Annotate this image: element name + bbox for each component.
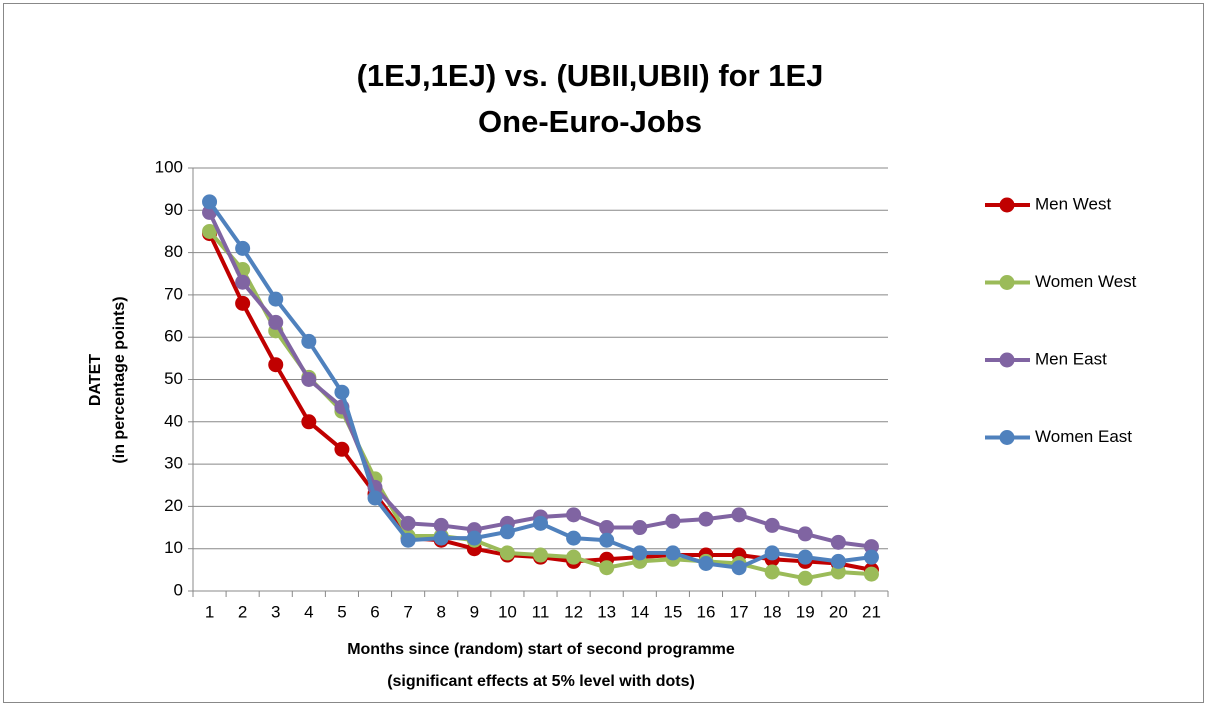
x-tick-label: 2 (238, 602, 247, 621)
data-point (731, 507, 747, 523)
data-point (268, 291, 284, 307)
data-point (334, 384, 350, 400)
y-tick-label: 20 (164, 496, 183, 515)
x-tick-label: 3 (271, 602, 280, 621)
data-point (400, 515, 416, 531)
data-point (863, 549, 879, 565)
data-point (599, 532, 615, 548)
x-tick-label: 7 (403, 602, 412, 621)
chart-border (3, 3, 1204, 703)
data-point (400, 532, 416, 548)
legend-marker (999, 275, 1015, 290)
data-point (268, 357, 284, 373)
x-tick-label: 21 (862, 602, 881, 621)
data-point (268, 314, 284, 330)
data-point (499, 545, 515, 561)
data-point (830, 553, 846, 569)
y-tick-label: 100 (155, 157, 183, 176)
legend-marker (999, 430, 1015, 445)
legend-label: Women East (1035, 427, 1132, 446)
data-point (566, 507, 582, 523)
data-point (797, 549, 813, 565)
data-point (665, 513, 681, 529)
x-axis-title: (significant effects at 5% level with do… (387, 673, 695, 690)
data-point (235, 274, 251, 290)
x-tick-label: 16 (697, 602, 716, 621)
data-point (764, 517, 780, 533)
y-tick-label: 80 (164, 242, 183, 261)
x-axis-title: Months since (random) start of second pr… (347, 641, 735, 658)
y-tick-label: 60 (164, 327, 183, 346)
x-tick-label: 20 (829, 602, 848, 621)
x-tick-label: 5 (337, 602, 346, 621)
x-tick-label: 13 (597, 602, 616, 621)
data-point (301, 372, 317, 387)
x-tick-label: 17 (730, 602, 749, 621)
data-point (797, 526, 813, 542)
x-tick-label: 8 (436, 602, 445, 621)
data-point (367, 490, 383, 506)
data-point (301, 333, 317, 349)
y-axis-title: DATET (87, 354, 104, 406)
y-tick-label: 10 (164, 538, 183, 557)
chart-title: One-Euro-Jobs (478, 104, 702, 139)
x-tick-label: 12 (564, 602, 583, 621)
x-tick-label: 19 (796, 602, 815, 621)
data-point (433, 530, 449, 546)
data-point (830, 564, 846, 580)
x-tick-label: 18 (763, 602, 782, 621)
x-tick-label: 9 (470, 602, 479, 621)
data-point (566, 549, 582, 565)
data-point (797, 570, 813, 586)
y-tick-label: 70 (164, 284, 183, 303)
x-tick-label: 1 (205, 602, 214, 621)
data-point (632, 520, 648, 536)
data-point (698, 556, 714, 572)
data-point (731, 560, 747, 576)
data-point (202, 223, 218, 239)
data-point (863, 566, 879, 582)
data-point (466, 530, 482, 546)
chart-title: (1EJ,1EJ) vs. (UBII,UBII) for 1EJ (357, 58, 824, 93)
data-point (830, 534, 846, 550)
x-tick-label: 4 (304, 602, 313, 621)
x-tick-label: 11 (532, 602, 550, 621)
data-point (863, 539, 879, 555)
data-point (235, 240, 251, 256)
data-point (235, 295, 251, 311)
data-point (599, 560, 615, 576)
data-point (533, 515, 548, 531)
y-tick-label: 30 (164, 454, 183, 473)
data-point (566, 530, 582, 546)
data-point (301, 414, 317, 430)
data-point (202, 194, 218, 210)
data-point (533, 547, 548, 563)
x-tick-label: 14 (630, 602, 649, 621)
x-tick-label: 15 (663, 602, 682, 621)
data-point (433, 517, 449, 533)
legend-label: Men West (1035, 194, 1111, 213)
data-point (632, 545, 648, 561)
legend-marker (999, 197, 1015, 213)
x-tick-label: 6 (370, 602, 379, 621)
legend-marker (999, 352, 1015, 368)
data-point (499, 524, 515, 540)
data-point (599, 520, 615, 536)
y-tick-label: 50 (164, 369, 183, 388)
data-point (764, 564, 780, 580)
legend-label: Men East (1035, 349, 1107, 368)
y-tick-label: 0 (174, 580, 183, 599)
data-point (334, 441, 350, 457)
y-tick-label: 40 (164, 411, 183, 430)
data-point (698, 511, 714, 527)
y-tick-label: 90 (164, 200, 183, 219)
y-axis-title: (in percentage points) (111, 296, 128, 463)
legend-label: Women West (1035, 272, 1137, 291)
data-point (764, 545, 780, 561)
x-tick-label: 10 (498, 602, 517, 621)
data-point (665, 545, 681, 561)
